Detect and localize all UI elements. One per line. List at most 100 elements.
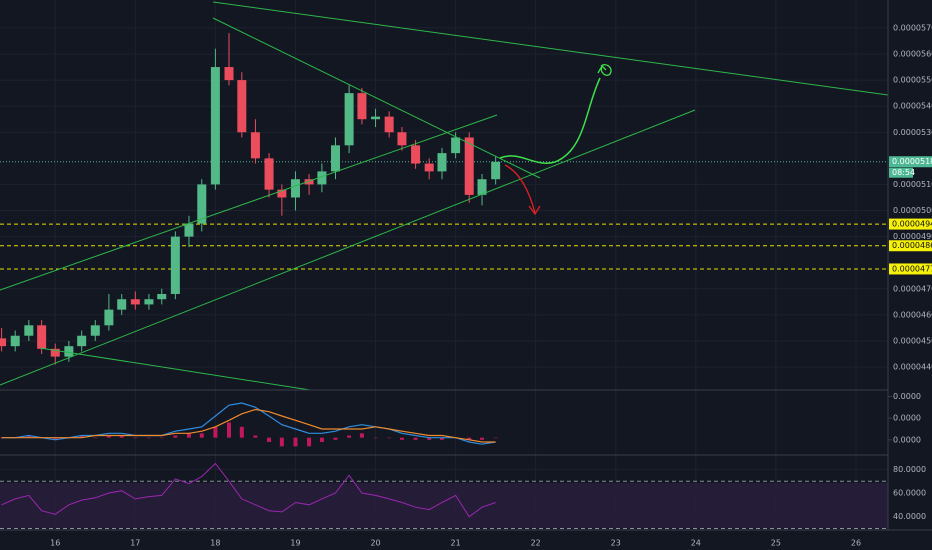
candle-body — [424, 163, 434, 172]
candle-body — [357, 93, 367, 120]
candle-body — [277, 189, 287, 198]
y-tick-label: 40.0000 — [893, 512, 926, 521]
candle-body — [451, 137, 461, 154]
candle-body — [264, 158, 274, 190]
candle-body — [130, 299, 140, 305]
trend-line — [0, 114, 498, 291]
level-tag — [889, 263, 932, 275]
level-label: 0.00004865 — [892, 241, 932, 250]
macd-histogram-bar — [239, 426, 244, 438]
y-tick-label: 0.00004600 — [893, 310, 932, 319]
x-tick-label: 21 — [451, 539, 461, 548]
trend-lines — [0, 1, 889, 391]
y-tick-label: 0.00004900 — [893, 232, 932, 241]
macd-histogram-bar — [399, 437, 404, 440]
candle-body — [77, 335, 87, 347]
macd-histogram-bar — [480, 437, 485, 440]
candle-body — [317, 171, 327, 185]
candle-body — [90, 325, 100, 336]
forecast-up-head — [597, 64, 612, 76]
candle-body — [290, 179, 300, 198]
candle-body — [157, 294, 167, 300]
trend-line — [212, 17, 541, 179]
macd-histogram-bar — [413, 437, 418, 440]
candle-body — [304, 179, 314, 185]
macd-histogram-bar — [26, 435, 31, 438]
macd-histogram-bar — [427, 437, 432, 440]
macd-histogram-bar — [159, 437, 164, 439]
candle-body — [64, 346, 74, 357]
labels: 16 17 18 19 20 21 22 23 24 25 26 0.00005700 0.000056… — [50, 23, 932, 548]
x-tick-label: 23 — [611, 539, 621, 548]
macd-histogram-bar — [347, 435, 352, 438]
level-tag — [889, 218, 932, 230]
countdown: 08:54 — [892, 168, 915, 177]
rsi-band — [0, 483, 888, 528]
macd-histogram-bar — [227, 422, 232, 438]
candle-body — [384, 116, 394, 133]
x-tick-label: 16 — [50, 539, 60, 548]
y-tick-label: 0.0000 — [893, 414, 921, 423]
price-tag — [889, 156, 932, 168]
x-tick-label: 25 — [771, 539, 781, 548]
macd-histogram-bar — [253, 435, 258, 438]
candle-body — [331, 145, 341, 172]
macd-line — [1, 408, 496, 443]
x-tick-label: 18 — [210, 539, 220, 548]
y-tick-label: 0.00004500 — [893, 336, 932, 345]
level-label: 0.00004948 — [892, 220, 932, 229]
macd-histogram-bar — [133, 437, 138, 439]
macd-histogram-bar — [467, 437, 472, 440]
forecast-up — [499, 77, 601, 164]
y-tick-label: 0.00005600 — [893, 50, 932, 59]
candle-body — [170, 236, 180, 294]
candle-body — [491, 161, 501, 180]
forecast-down — [504, 164, 541, 216]
x-tick-label: 26 — [851, 539, 861, 548]
macd-histogram-bar — [319, 437, 324, 442]
macd-histogram-bar — [119, 435, 124, 438]
price-label: 0.00005187 — [892, 157, 932, 166]
candle-body — [477, 179, 487, 195]
macd-histogram-bar — [307, 437, 312, 447]
candle-body — [184, 223, 194, 237]
candle-body — [397, 132, 407, 146]
macd-histogram-bar — [213, 426, 218, 438]
candle-body — [237, 80, 247, 133]
y-tick-label: 0.00005300 — [893, 128, 932, 137]
candle-body — [344, 93, 354, 146]
macd-histogram-bar — [333, 437, 338, 440]
macd-histogram-bar — [186, 433, 191, 438]
macd-histogram-bar — [279, 437, 284, 447]
y-tick-label: 0.00005000 — [893, 206, 932, 215]
candle-body — [104, 309, 114, 326]
candle-body — [10, 335, 20, 347]
y-tick-label: 0.00005400 — [893, 102, 932, 111]
candle-body — [411, 145, 421, 164]
candle-body — [144, 299, 154, 305]
macd-histogram-bar — [493, 437, 498, 439]
y-tick-label: 0.0000 — [893, 435, 921, 444]
y-tick-label: 0.00004400 — [893, 363, 932, 372]
candle-body — [437, 153, 447, 172]
y-tick-label: 80.0000 — [893, 465, 926, 474]
macd-histogram-bar — [359, 433, 364, 438]
trend-line — [0, 109, 696, 386]
x-tick-label: 20 — [370, 539, 380, 548]
macd-histogram-bar — [93, 437, 98, 439]
trend-line — [212, 1, 889, 96]
candle-body — [50, 348, 60, 357]
x-tick-label: 19 — [290, 539, 300, 548]
y-tick-label: 0.00004700 — [893, 284, 932, 293]
x-tick-label: 24 — [691, 539, 701, 548]
rsi-line — [1, 462, 496, 518]
candle-body — [371, 116, 381, 120]
macd-histogram-bar — [173, 435, 178, 438]
y-tick-label: 0.0000 — [893, 392, 921, 401]
macd-line — [1, 402, 496, 445]
macd-histogram-bar — [53, 437, 58, 440]
macd-histogram-bar — [293, 437, 298, 447]
macd-histogram-bar — [387, 437, 392, 439]
